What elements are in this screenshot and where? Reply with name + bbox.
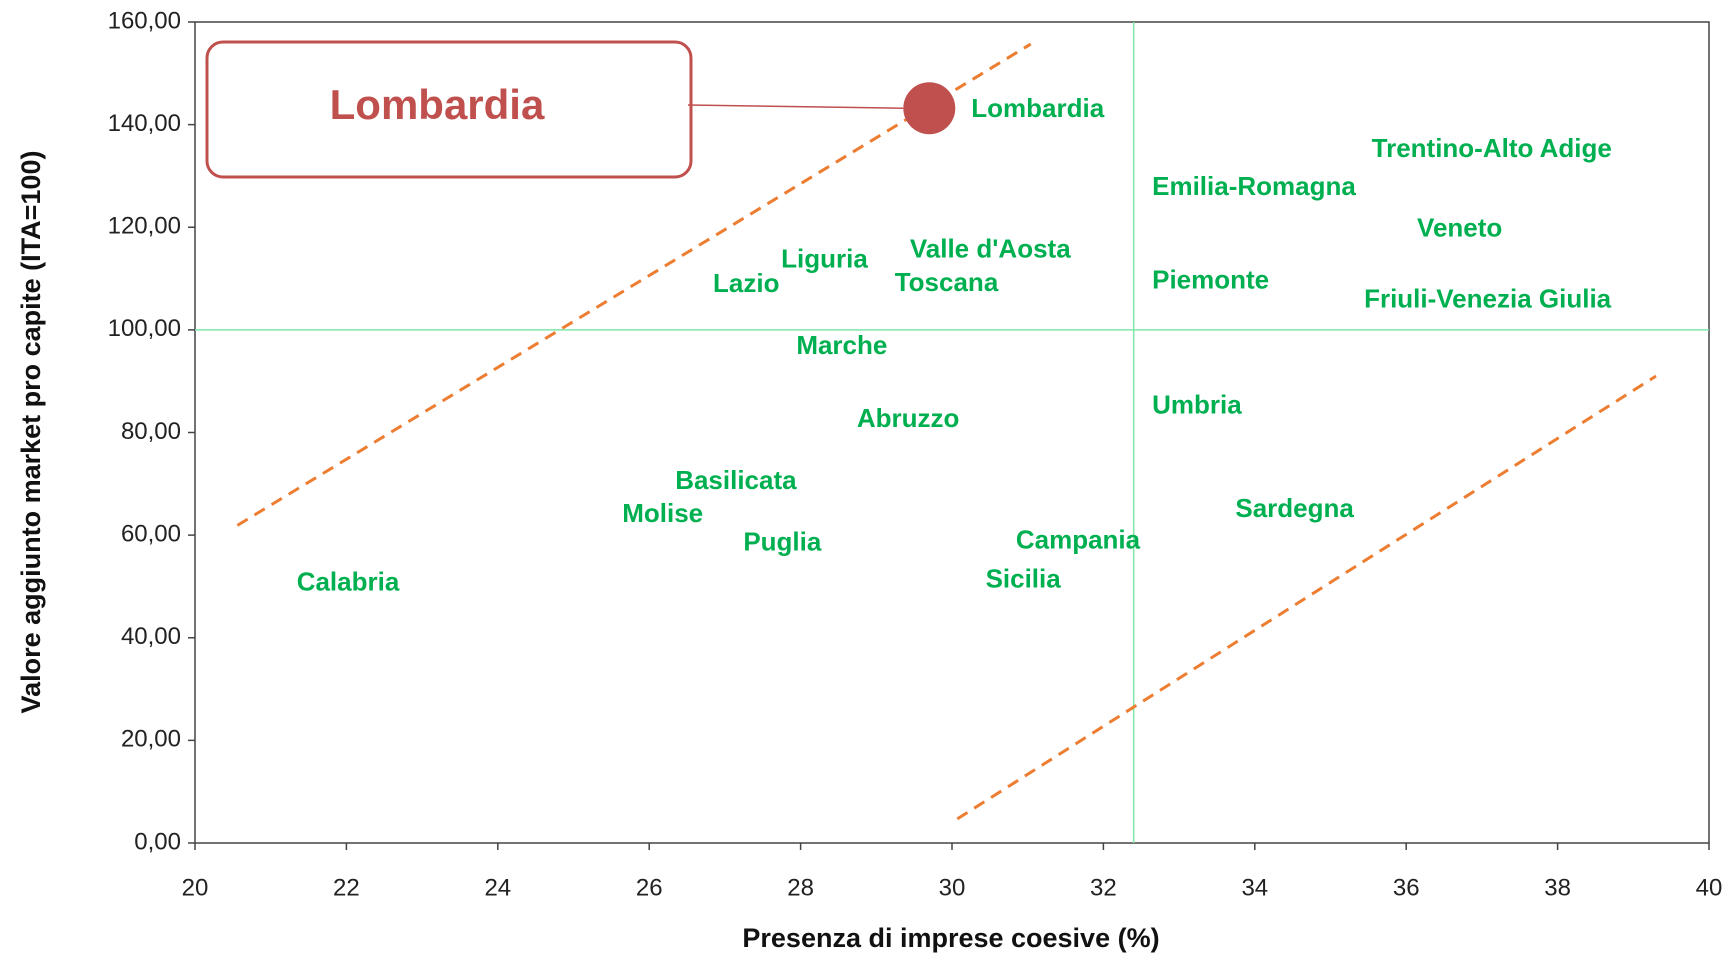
data-label: Molise [622, 498, 703, 528]
y-tick-label: 40,00 [121, 623, 181, 650]
x-tick-label: 36 [1393, 874, 1420, 901]
x-tick-label: 34 [1241, 874, 1268, 901]
x-tick-label: 20 [182, 874, 209, 901]
data-label: Umbria [1152, 390, 1242, 420]
y-tick-label: 100,00 [108, 315, 181, 342]
y-tick-label: 0,00 [134, 828, 181, 855]
y-tick-label: 60,00 [121, 520, 181, 547]
data-label: Lombardia [971, 93, 1104, 123]
data-label: Trentino-Alto Adige [1372, 133, 1612, 163]
data-label: Basilicata [675, 465, 797, 495]
data-label: Valle d'Aosta [910, 234, 1071, 264]
data-label: Campania [1016, 525, 1141, 555]
callout-box [205, 40, 693, 179]
y-tick-label: 80,00 [121, 418, 181, 445]
x-tick-label: 26 [636, 874, 663, 901]
data-label: Friuli-Venezia Giulia [1364, 283, 1612, 313]
x-tick-label: 38 [1544, 874, 1571, 901]
x-tick-label: 30 [939, 874, 966, 901]
x-tick-label: 22 [333, 874, 360, 901]
x-tick-label: 24 [484, 874, 511, 901]
data-label: Piemonte [1152, 264, 1269, 294]
data-label: Sicilia [986, 564, 1062, 594]
point [903, 82, 956, 135]
data-label: Sardegna [1235, 493, 1354, 523]
trend-line [236, 42, 1032, 527]
trend-line [956, 374, 1657, 821]
x-tick-label: 28 [787, 874, 814, 901]
x-axis-title: Presenza di imprese coesive (%) [742, 923, 1159, 953]
data-label: Liguria [781, 243, 868, 273]
data-label: Lazio [713, 268, 779, 298]
y-tick-label: 20,00 [121, 726, 181, 753]
data-label: Toscana [895, 267, 999, 297]
callout-connector [687, 104, 904, 109]
data-label: Veneto [1417, 213, 1502, 243]
x-tick-label: 32 [1090, 874, 1117, 901]
data-label: Marche [796, 330, 887, 360]
data-label: Emilia-Romagna [1152, 171, 1356, 201]
data-label: Puglia [743, 527, 822, 557]
data-label: Calabria [297, 567, 400, 597]
y-tick-label: 160,00 [108, 7, 181, 34]
callout-text: Lombardia [330, 81, 545, 128]
y-tick-label: 120,00 [108, 213, 181, 240]
y-axis-title: Valore aggiunto market pro capite (ITA=1… [16, 151, 46, 714]
y-tick-label: 140,00 [108, 110, 181, 137]
x-tick-label: 40 [1696, 874, 1723, 901]
data-label: Abruzzo [857, 403, 960, 433]
